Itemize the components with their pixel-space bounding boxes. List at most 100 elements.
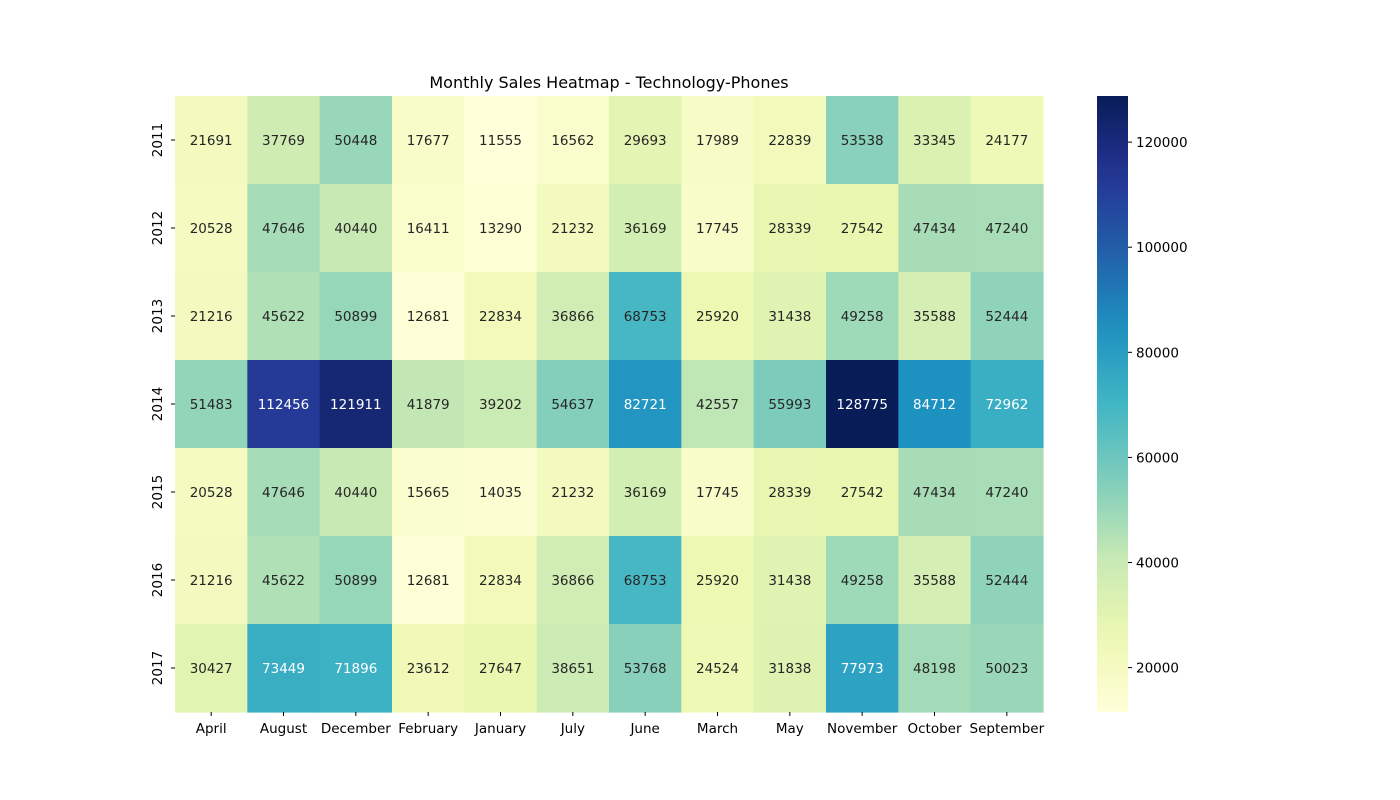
heatmap-cell	[753, 448, 827, 537]
heatmap-cell-value: 54637	[551, 397, 594, 413]
heatmap-cell	[681, 624, 755, 713]
heatmap-cell	[319, 536, 393, 625]
heatmap-cell-value: 36169	[624, 485, 667, 501]
y-tick-label: 2015	[150, 475, 166, 509]
heatmap-cell	[898, 184, 972, 273]
heatmap-cell	[681, 184, 755, 273]
heatmap-cell	[247, 96, 321, 185]
heatmap-cell-value: 21691	[190, 133, 233, 149]
heatmap-cell-value: 41879	[407, 397, 450, 413]
heatmap-cell-value: 73449	[262, 661, 305, 677]
heatmap-cell	[898, 96, 972, 185]
heatmap-cell	[536, 96, 610, 185]
heatmap-cell	[175, 184, 248, 273]
heatmap-cell	[898, 448, 972, 537]
heatmap-cell	[753, 536, 827, 625]
heatmap-cell-value: 47646	[262, 485, 305, 501]
x-tick-label: December	[321, 721, 391, 737]
heatmap-cell-value: 121911	[330, 397, 382, 413]
heatmap-cell	[464, 360, 538, 449]
x-tick-label: May	[776, 721, 804, 737]
heatmap-cell	[247, 448, 321, 537]
heatmap-cell-value: 12681	[407, 309, 450, 325]
heatmap-cell	[970, 272, 1044, 361]
heatmap-cell	[898, 536, 972, 625]
heatmap-cell-value: 31438	[768, 573, 811, 589]
heatmap-cell	[898, 272, 972, 361]
heatmap-cell-value: 30427	[190, 661, 233, 677]
heatmap-cell-value: 47240	[985, 485, 1028, 501]
heatmap-cell	[826, 272, 899, 361]
heatmap-cell	[247, 360, 321, 449]
heatmap-cell	[392, 96, 465, 185]
heatmap-cell	[681, 536, 755, 625]
heatmap-cell-value: 16411	[407, 221, 450, 237]
heatmap-cell-value: 24177	[985, 133, 1028, 149]
y-tick-label: 2016	[150, 563, 166, 597]
heatmap-cell	[247, 624, 321, 713]
heatmap-cell-value: 25920	[696, 573, 739, 589]
colorbar-tick-label: 60000	[1136, 450, 1179, 466]
x-tick-label: August	[260, 721, 307, 737]
heatmap-cell-value: 36866	[551, 309, 594, 325]
heatmap-cell-value: 17989	[696, 133, 739, 149]
heatmap-cell-value: 11555	[479, 133, 522, 149]
heatmap-cell	[609, 184, 682, 273]
heatmap-cell	[753, 184, 827, 273]
heatmap-cell-value: 28339	[768, 221, 811, 237]
x-tick-label: September	[970, 721, 1045, 737]
heatmap-cell	[175, 624, 248, 713]
heatmap-cell-value: 31438	[768, 309, 811, 325]
heatmap-cell-labels: 21691 37769 50448 17677 11555 16562 29693 17989…	[190, 133, 1029, 677]
heatmap-cell	[826, 624, 899, 713]
heatmap-cell	[609, 624, 682, 713]
heatmap-cell	[826, 448, 899, 537]
heatmap-cell	[681, 360, 755, 449]
heatmap-cell-value: 47646	[262, 221, 305, 237]
heatmap-cell	[826, 360, 899, 449]
heatmap-cell	[175, 272, 248, 361]
heatmap-cell-value: 15665	[407, 485, 450, 501]
heatmap-cell-value: 14035	[479, 485, 522, 501]
heatmap-cell-value: 45622	[262, 573, 305, 589]
heatmap-cell-value: 27542	[841, 485, 884, 501]
heatmap-cell	[319, 272, 393, 361]
heatmap-cell	[392, 536, 465, 625]
heatmap-cell-value: 21232	[551, 485, 594, 501]
heatmap-cell-value: 84712	[913, 397, 956, 413]
x-tick-label: April	[196, 721, 227, 737]
heatmap-cell	[898, 624, 972, 713]
heatmap-cell-value: 40440	[334, 221, 377, 237]
heatmap-cell	[392, 360, 465, 449]
heatmap-cell	[970, 536, 1044, 625]
heatmap-cell-value: 112456	[258, 397, 310, 413]
heatmap-cell-value: 55993	[768, 397, 811, 413]
heatmap-cell	[681, 272, 755, 361]
heatmap-cell-value: 22834	[479, 573, 522, 589]
heatmap-cell-value: 31838	[768, 661, 811, 677]
heatmap-cell-value: 35588	[913, 573, 956, 589]
heatmap-cell-value: 24524	[696, 661, 739, 677]
colorbar-tick-label: 40000	[1136, 556, 1179, 572]
heatmap-cell-value: 39202	[479, 397, 522, 413]
heatmap-cell	[970, 624, 1044, 713]
heatmap-cell	[753, 96, 827, 185]
heatmap-cell-value: 49258	[841, 309, 884, 325]
x-tick-label: March	[697, 721, 738, 737]
heatmap-cell	[175, 96, 248, 185]
heatmap-cell	[681, 448, 755, 537]
heatmap-cell-value: 36169	[624, 221, 667, 237]
heatmap-cell	[536, 448, 610, 537]
heatmap-cells	[175, 96, 1044, 713]
y-tick-label: 2017	[150, 651, 166, 685]
heatmap-cell-value: 25920	[696, 309, 739, 325]
colorbar: 20000 40000 60000 80000 100000 120000	[1097, 96, 1188, 712]
heatmap-cell	[319, 184, 393, 273]
heatmap-cell	[536, 624, 610, 713]
heatmap-cell-value: 21216	[190, 309, 233, 325]
heatmap-cell-value: 17677	[407, 133, 450, 149]
colorbar-tick-label: 80000	[1136, 345, 1179, 361]
heatmap-cell	[609, 536, 682, 625]
heatmap-cell	[826, 536, 899, 625]
heatmap-cell	[319, 448, 393, 537]
